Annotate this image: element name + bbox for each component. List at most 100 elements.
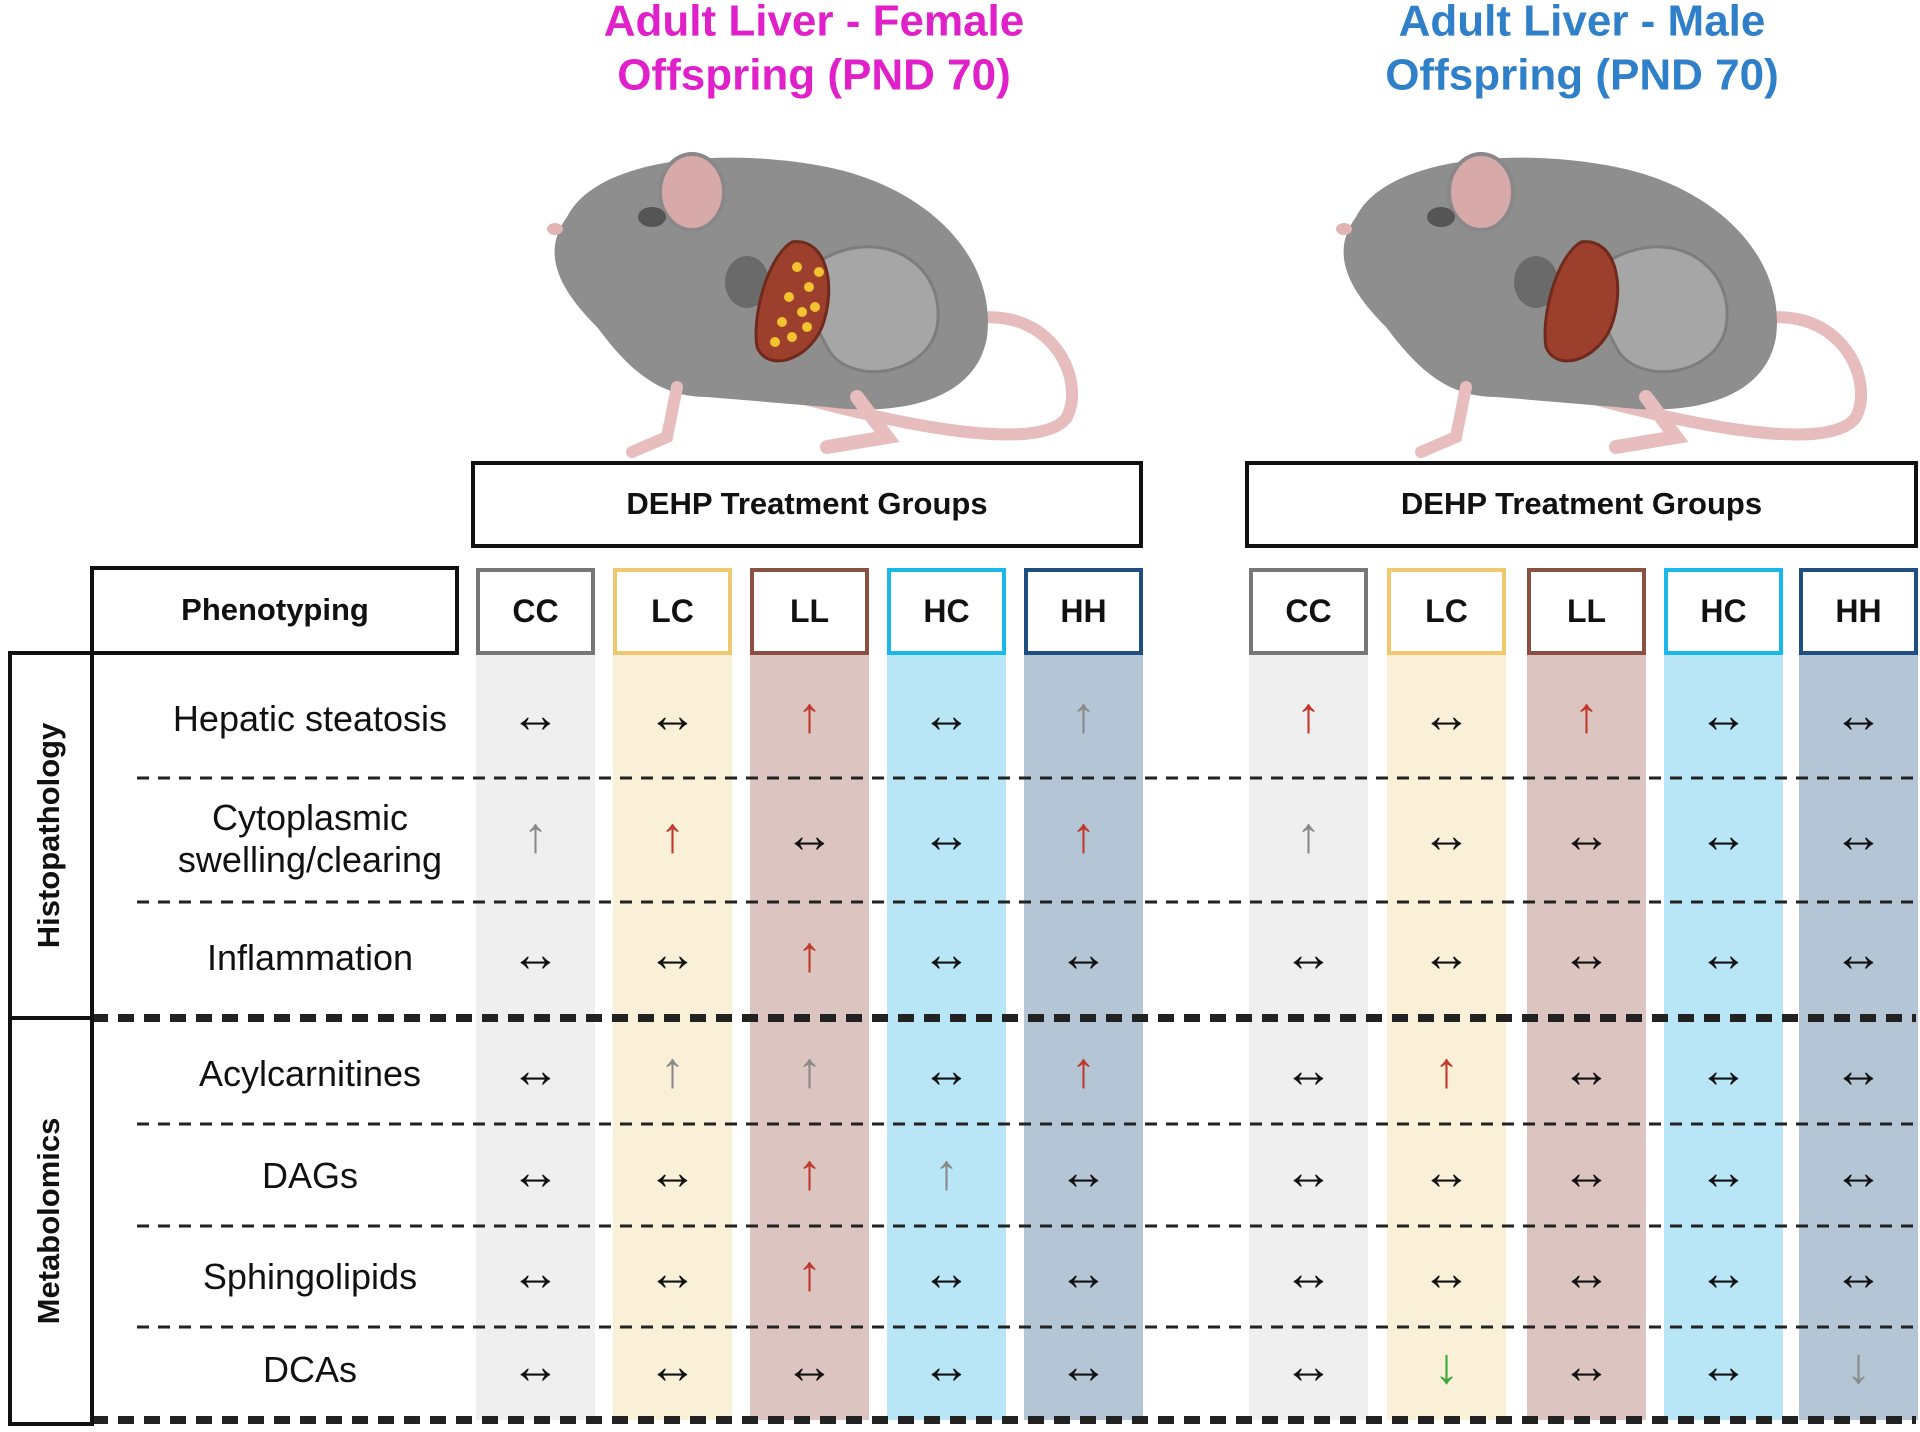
phenotyping-header: Phenotyping — [181, 592, 369, 627]
mouse-hind-leg — [1609, 390, 1689, 454]
cell-symbol: ↔ — [511, 687, 561, 743]
treatment-header-box — [1245, 461, 1918, 548]
cell-symbol: ↔ — [1699, 1144, 1749, 1200]
mouse-hind-leg — [820, 390, 900, 454]
group-band — [1527, 655, 1646, 1420]
cell-symbol: ↔ — [511, 1042, 561, 1098]
group-header: HH — [1835, 593, 1881, 629]
cell-symbol: ↔ — [1284, 1042, 1334, 1098]
cell-symbol: ↔ — [1834, 1245, 1884, 1301]
cell-symbol: ↔ — [1562, 1042, 1612, 1098]
group-band — [1664, 655, 1783, 1420]
mouse-front-leg — [1415, 381, 1472, 458]
group-header-box — [476, 568, 595, 655]
lipid-droplet — [792, 262, 802, 272]
cell-symbol: ↑ — [797, 687, 822, 743]
cell-symbol: ↓ — [1434, 1338, 1459, 1394]
lipid-droplet — [787, 332, 797, 342]
cell-symbol: ↑ — [797, 926, 822, 982]
group-header-box — [750, 568, 869, 655]
cell-symbol: ↑ — [1071, 807, 1096, 863]
group-header-box — [613, 568, 732, 655]
mouse-liver — [1543, 240, 1620, 363]
cell-symbol: ↔ — [1059, 926, 1109, 982]
cell-symbol: ↑ — [797, 1245, 822, 1301]
mouse-heart — [1514, 256, 1558, 308]
group-band — [1387, 655, 1506, 1420]
cell-symbol: ↑ — [1574, 687, 1599, 743]
lipid-droplet — [797, 307, 807, 317]
cell-symbol: ↔ — [1562, 926, 1612, 982]
lipid-droplet — [804, 282, 814, 292]
group-band — [1249, 655, 1368, 1420]
mouse-ear — [1447, 152, 1515, 232]
cell-symbol: ↔ — [1059, 1144, 1109, 1200]
treatment-header: DEHP Treatment Groups — [626, 486, 987, 521]
mouse-liver — [754, 240, 831, 363]
group-header: LL — [790, 593, 829, 629]
cell-symbol: ↔ — [648, 1245, 698, 1301]
cell-symbol: ↔ — [1699, 1245, 1749, 1301]
cell-symbol: ↔ — [1834, 1144, 1884, 1200]
cell-symbol: ↔ — [785, 807, 835, 863]
group-band — [750, 655, 869, 1420]
group-band — [1024, 655, 1143, 1420]
cell-symbol: ↔ — [1699, 687, 1749, 743]
lipid-droplet — [810, 302, 820, 312]
group-header-box — [887, 568, 1006, 655]
cell-symbol: ↔ — [1699, 1338, 1749, 1394]
cell-symbol: ↔ — [1422, 1144, 1472, 1200]
cell-symbol: ↔ — [1562, 1245, 1612, 1301]
lipid-droplet — [814, 267, 824, 277]
cell-symbol: ↔ — [511, 1245, 561, 1301]
row-label: Cytoplasmic swelling/clearing — [177, 797, 443, 880]
group-band — [887, 655, 1006, 1420]
cell-symbol: ↔ — [511, 1144, 561, 1200]
cell-symbol: ↔ — [1284, 1338, 1334, 1394]
cell-symbol: ↔ — [1422, 807, 1472, 863]
mouse-nose — [1336, 223, 1352, 235]
row-label: Hepatic steatosis — [172, 698, 448, 739]
group-header: LC — [651, 593, 694, 629]
cell-symbol: ↔ — [1562, 807, 1612, 863]
cell-symbol: ↑ — [797, 1144, 822, 1200]
mouse-ear — [658, 152, 726, 232]
cell-symbol: ↑ — [1071, 1042, 1096, 1098]
panel-title: Adult Liver - Female — [604, 0, 1025, 46]
section-label: Metabolomics — [31, 1118, 66, 1325]
group-header-box — [1387, 568, 1506, 655]
cell-symbol: ↔ — [922, 687, 972, 743]
row-label: DAGs — [261, 1155, 358, 1196]
group-header: LC — [1425, 593, 1468, 629]
group-header: LL — [1567, 593, 1606, 629]
mouse-illustration — [547, 152, 1078, 458]
group-header: HC — [1700, 593, 1746, 629]
cell-symbol: ↔ — [648, 926, 698, 982]
cell-symbol: ↓ — [1846, 1338, 1871, 1394]
cell-symbol: ↔ — [648, 1144, 698, 1200]
cell-symbol: ↑ — [660, 1042, 685, 1098]
cell-symbol: ↔ — [648, 687, 698, 743]
cell-symbol: ↔ — [922, 807, 972, 863]
cell-symbol: ↔ — [511, 926, 561, 982]
cell-symbol: ↔ — [922, 1245, 972, 1301]
cell-symbol: ↔ — [922, 1338, 972, 1394]
lipid-droplet — [777, 317, 787, 327]
mouse-eye — [638, 207, 666, 227]
panel-title: Adult Liver - Male — [1399, 0, 1766, 46]
mouse-eye — [1427, 207, 1455, 227]
cell-symbol: ↔ — [1284, 1144, 1334, 1200]
row-label: DCAs — [262, 1349, 357, 1390]
group-header-box — [1527, 568, 1646, 655]
cell-symbol: ↑ — [523, 807, 548, 863]
cell-symbol: ↔ — [1562, 1144, 1612, 1200]
cell-symbol: ↔ — [511, 1338, 561, 1394]
phenotyping-box — [90, 566, 459, 655]
cell-symbol: ↑ — [1434, 1042, 1459, 1098]
row-label: Sphingolipids — [202, 1256, 418, 1297]
cell-symbol: ↑ — [1296, 687, 1321, 743]
lipid-droplet — [770, 337, 780, 347]
cell-symbol: ↔ — [1834, 1042, 1884, 1098]
